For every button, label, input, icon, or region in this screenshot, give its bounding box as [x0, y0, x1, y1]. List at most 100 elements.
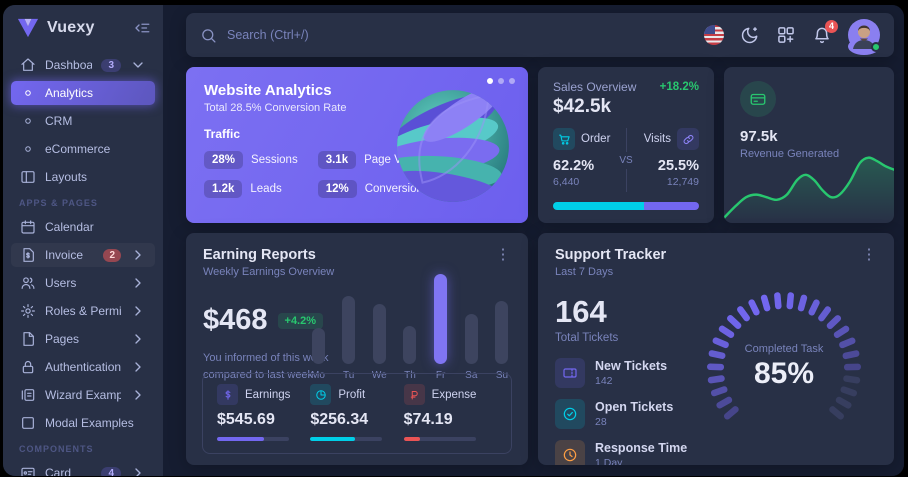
bar-column-sa: Sa	[461, 314, 481, 381]
sidebar-collapse-icon[interactable]	[133, 19, 151, 37]
total-tickets-label: Total Tickets	[555, 332, 619, 344]
brand: Vuexy	[3, 5, 163, 47]
sidebar-item-authentications[interactable]: Authentications	[11, 355, 155, 379]
ticket-icon	[562, 365, 578, 381]
bar-su	[495, 301, 509, 364]
order-cart-icon	[553, 128, 575, 150]
brand-name: Vuexy	[47, 19, 95, 36]
summary-earnings: Earnings $545.69	[217, 384, 310, 441]
completed-task-gauge: Completed Task 85%	[698, 281, 870, 453]
sidebar-item-pages[interactable]: Pages	[11, 327, 155, 351]
dollar-icon	[222, 389, 234, 401]
topbar-actions: 4	[704, 19, 881, 55]
bar-label: Sa	[465, 370, 478, 381]
bar-column-th: Th	[400, 326, 420, 381]
bar-label: Su	[495, 370, 509, 381]
stat-label: Sessions	[251, 154, 298, 166]
sidebar-item-card[interactable]: Card 4	[11, 461, 155, 476]
sidebar-item-wizard-examples[interactable]: Wizard Examples	[11, 383, 155, 407]
sidebar-item-label: Invoice	[45, 248, 84, 262]
sidebar-item-dashboard[interactable]: Dashboard 3	[11, 53, 155, 77]
users-icon	[20, 275, 36, 291]
sidebar-item-label: Pages	[45, 332, 80, 346]
user-avatar[interactable]	[848, 19, 881, 55]
slider-dot-3[interactable]	[509, 78, 515, 84]
search-input[interactable]	[227, 28, 527, 42]
bar-column-mo: Mo	[308, 328, 328, 381]
lock-icon	[20, 359, 36, 375]
sidebar-item-label: Modal Examples	[45, 416, 134, 430]
sidebar-item-invoice[interactable]: Invoice 2	[11, 243, 155, 267]
invoice-icon	[20, 247, 36, 263]
sidebar-item-modal-examples[interactable]: Modal Examples	[11, 411, 155, 435]
sales-delta: +18.2%	[659, 81, 699, 93]
slider-dot-2[interactable]	[498, 78, 504, 84]
stat-value: 12%	[317, 180, 357, 198]
order-count: 6,440	[553, 176, 580, 188]
stat-value: 3.1k	[317, 151, 357, 169]
weekly-earnings-bar-chart: Mo Tu We Th Fr Sa Su	[308, 267, 512, 381]
ticket-stat-value: 28	[595, 416, 607, 428]
bar-we	[372, 304, 386, 364]
vuexy-logo-icon	[17, 17, 39, 39]
bar-label: Mo	[311, 370, 325, 381]
bar-sa	[464, 314, 478, 364]
sidebar-item-label: Card	[45, 466, 72, 476]
language-flag-us-icon[interactable]	[704, 25, 724, 45]
calendar-icon	[20, 219, 36, 235]
more-options-kebab-icon[interactable]: ⋮	[861, 246, 877, 263]
earning-caption: You informed of this week compared to la…	[203, 352, 329, 381]
ticket-stat-value: 142	[595, 375, 613, 387]
slider-dot-1[interactable]	[487, 78, 493, 84]
notifications-bell-icon[interactable]: 4	[812, 20, 838, 45]
bar-label: Th	[404, 370, 416, 381]
revenue-value: 97.5k	[740, 128, 778, 145]
bar-th	[403, 326, 417, 364]
ticket-stat-new-tickets: New Tickets 142	[555, 358, 877, 388]
visits-percent: 25.5%	[657, 158, 699, 174]
summary-progress-bar	[310, 437, 383, 441]
traffic-stat-sessions: 28% Sessions	[204, 151, 298, 169]
chevron-right-icon	[130, 247, 146, 263]
chevron-right-icon	[130, 387, 146, 403]
gear-icon	[20, 303, 36, 319]
chevron-right-icon	[130, 303, 146, 319]
ticket-stats-list: New Tickets 142 Open Tickets 28 Response Tim…	[555, 358, 877, 465]
stat-label: Leads	[250, 183, 282, 195]
chevron-right-icon	[130, 275, 146, 291]
sales-amount: $42.5k	[553, 96, 612, 117]
sidebar-item-users[interactable]: Users	[11, 271, 155, 295]
more-options-kebab-icon[interactable]: ⋮	[495, 246, 511, 263]
sidebar-item-calendar[interactable]: Calendar	[11, 215, 155, 239]
search-icon	[200, 27, 217, 44]
sidebar-section-components: COMPONENTS	[19, 444, 94, 454]
visits-column: Visits 25.5% 12,749	[638, 128, 699, 192]
sidebar-item-ecommerce[interactable]: eCommerce	[11, 137, 155, 161]
sidebar-item-layouts[interactable]: Layouts	[11, 165, 155, 189]
traffic-stat-conversions: 12% Conversions	[317, 180, 429, 198]
order-column: Order 62.2% 6,440	[553, 128, 614, 192]
wallet-icon	[408, 389, 420, 401]
visits-label: Visits	[643, 133, 671, 145]
sidebar-item-roles-permissions[interactable]: Roles & Permissions	[11, 299, 155, 323]
check-circle-icon	[562, 406, 578, 422]
order-label: Order	[581, 133, 611, 145]
apps-grid-icon[interactable]	[776, 25, 796, 45]
sidebar: Vuexy Dashboard 3 Analytics CRM eCommerce Lay…	[3, 5, 163, 476]
sidebar-item-analytics[interactable]: Analytics	[11, 81, 155, 105]
ticket-stat-open-tickets: Open Tickets 28	[555, 399, 877, 429]
sidebar-item-label: Layouts	[45, 170, 88, 184]
search-box[interactable]	[200, 27, 704, 44]
ticket-stat-label: Response Time	[595, 441, 688, 455]
layout-icon	[20, 169, 36, 185]
vs-label: VS	[619, 154, 633, 166]
main-content: 4 Website Analytics Total 28.5% Conversi…	[163, 5, 904, 476]
ticket-stat-response-time: Response Time 1 Day	[555, 440, 877, 465]
sidebar-item-crm[interactable]: CRM	[11, 109, 155, 133]
bar-column-tu: Tu	[339, 296, 359, 381]
ticket-stat-label: Open Tickets	[595, 400, 674, 414]
summary-expense: Expense $74.19	[403, 384, 497, 441]
sidebar-item-label: Authentications	[45, 360, 121, 374]
chevron-right-icon	[130, 359, 146, 375]
dark-mode-moon-icon[interactable]	[740, 25, 760, 45]
